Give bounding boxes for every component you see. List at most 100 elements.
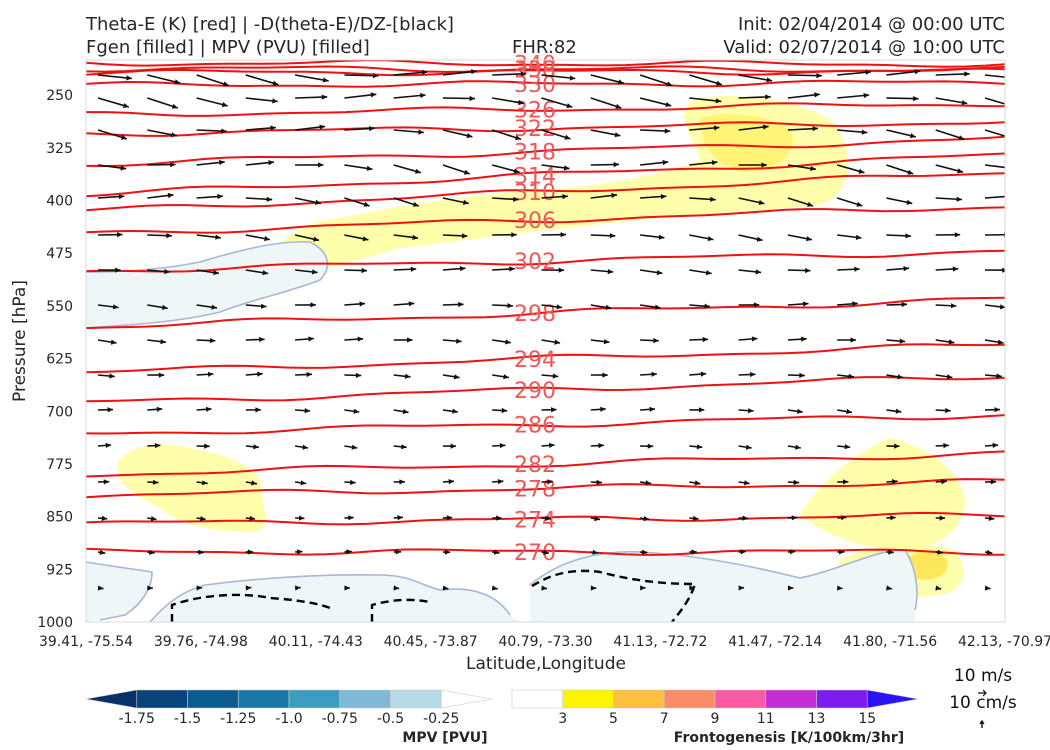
x-tick-label: 41.80, -71.56: [843, 634, 937, 650]
theta-e-contour-line: [86, 135, 1005, 168]
y-tick-label: 850: [46, 510, 73, 526]
wind-vector-head: [509, 266, 515, 272]
wind-vector-head: [126, 75, 132, 81]
colorbar-tick-label: 15: [858, 711, 876, 727]
wind-vector-head: [990, 479, 997, 485]
wind-vector-head: [762, 124, 769, 130]
x-tick-label: 40.11, -74.43: [269, 634, 363, 650]
colorbar-segment: [288, 689, 341, 709]
init-time-label: Init: 02/04/2014 @ 00:00 UTC: [737, 14, 1005, 35]
wind-vector-head: [397, 515, 403, 521]
theta-e-contour-line: [86, 172, 1005, 212]
wind-vector-head: [101, 515, 108, 521]
wind-vector-head: [166, 233, 172, 239]
theta-e-contour-label: 286: [514, 413, 556, 438]
mpv-fill-upper-left: [86, 241, 328, 328]
wind-vector-head: [858, 168, 865, 174]
wind-vector-shaft: [886, 97, 919, 100]
wind-vector-head: [840, 515, 847, 521]
y-tick-label: 625: [46, 352, 73, 368]
mpv-colorbar: -1.75 -1.5 -1.25 -1.0 -0.75 -0.5 -0.25: [85, 689, 493, 727]
wind-vector-head: [758, 199, 765, 205]
wind-vector-head: [257, 371, 263, 377]
wind-vector-head: [167, 192, 174, 199]
wind-vector-head: [861, 129, 868, 135]
wind-vector-head: [562, 194, 568, 200]
wind-vector-head: [793, 479, 800, 485]
wind-vector-head: [594, 516, 600, 522]
wind-vector-head: [466, 133, 473, 139]
wind-vector-head: [698, 407, 705, 413]
wind-vector-head: [363, 201, 370, 207]
wind-vector-head: [554, 339, 561, 345]
wind-vector-head: [660, 194, 667, 200]
wind-vector-head: [801, 336, 807, 342]
reference-vector-vertical-label: 10 cm/s: [949, 693, 1017, 713]
wind-vector-head: [298, 515, 305, 521]
wind-vector-head: [171, 103, 178, 109]
colorbar-segment: [237, 689, 290, 709]
wind-vector-head: [107, 407, 113, 413]
wind-vector-shaft: [984, 164, 1005, 169]
wind-vector-head: [696, 444, 703, 450]
wind-vector-head: [658, 234, 665, 240]
valid-time-label: Valid: 02/07/2014 @ 10:00 UTC: [723, 37, 1005, 58]
wind-vector-head: [505, 339, 511, 345]
wind-vector-head: [198, 549, 204, 555]
plot-frame: [85, 59, 1006, 623]
wind-vector-head: [603, 339, 610, 345]
wind-vector-head: [958, 135, 965, 141]
wind-vector-head: [272, 80, 279, 86]
colorbar-tick-label: 11: [757, 711, 775, 727]
instability-dashed-contours: [170, 569, 697, 622]
wind-vector-head: [956, 196, 963, 202]
colorbar-tick-label: -0.75: [322, 711, 358, 727]
wind-vector-head: [255, 407, 261, 413]
wind-vector-head: [814, 92, 820, 98]
wind-vector-head: [651, 371, 657, 377]
wind-vector-head: [997, 339, 1004, 345]
wind-vector-head: [702, 336, 709, 343]
wind-vector-head: [948, 339, 955, 345]
wind-vector-head: [852, 301, 858, 307]
wind-vector-head: [259, 336, 265, 343]
wind-vector-shaft: [639, 74, 673, 87]
wind-vector-head: [842, 479, 849, 485]
colorbar-tick-label: 9: [711, 711, 720, 727]
wind-vector-head: [988, 515, 995, 521]
wind-vector-head: [894, 443, 900, 449]
theta-e-contour-line: [86, 249, 1005, 273]
wind-vector-head: [906, 199, 913, 205]
wind-vector-head: [196, 585, 203, 591]
wind-vector-head: [613, 161, 620, 168]
wind-vector-head: [700, 371, 707, 377]
wind-vector-head: [566, 103, 573, 109]
wind-vector-head: [318, 162, 324, 168]
title-line-2-left: Fgen [filled] | MPV (PVU) [filled]: [86, 37, 370, 58]
wind-vector-head: [897, 374, 904, 380]
y-tick-label: 325: [46, 141, 73, 157]
wind-vector-head: [247, 549, 254, 555]
wind-vector-head: [756, 236, 763, 242]
x-tick-label: 39.76, -74.98: [154, 634, 248, 650]
theta-e-contour-line: [86, 296, 1005, 330]
dashed-contour-mid: [370, 598, 431, 622]
dashed-contour-right: [531, 569, 697, 622]
wind-vector-head: [692, 515, 699, 521]
wind-vector-head: [296, 549, 303, 555]
wind-vector-head: [643, 516, 650, 522]
wind-vector-head: [219, 159, 225, 166]
wind-vector-head: [497, 479, 504, 485]
wind-vector-head: [493, 549, 500, 555]
wind-vector-shaft: [344, 74, 379, 77]
wind-vector-shaft: [245, 97, 278, 103]
wind-vector-head: [264, 236, 270, 242]
wind-vector-head: [456, 338, 462, 344]
wind-vector-head: [1007, 165, 1013, 170]
wind-vector-head: [399, 479, 405, 485]
theta-e-contour-line: [86, 414, 1005, 435]
wind-vector-head: [170, 162, 176, 168]
theta-e-contour-line: [86, 60, 1005, 68]
wind-vectors: [97, 69, 1013, 591]
wind-vector-head: [986, 549, 993, 555]
